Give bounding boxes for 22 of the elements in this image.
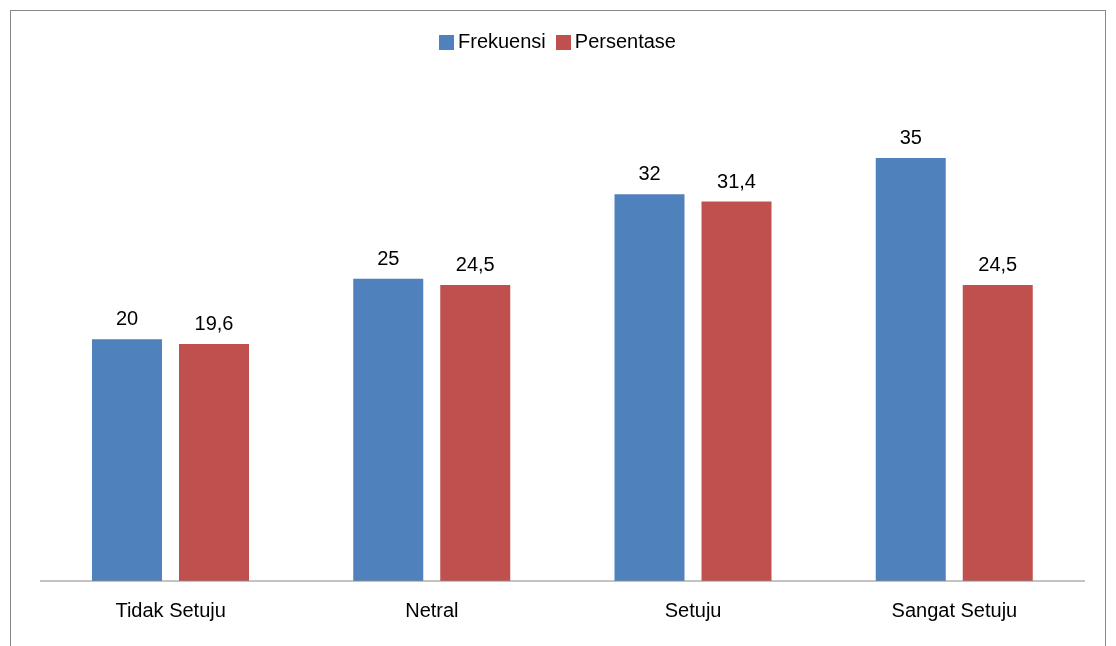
bar — [701, 201, 772, 581]
data-label: 24,5 — [455, 252, 495, 275]
data-label: 25 — [377, 246, 400, 269]
bar — [179, 344, 249, 581]
bar — [440, 284, 511, 581]
data-label: 32 — [638, 162, 661, 185]
x-tick-label: Netral — [405, 599, 459, 622]
data-label: 35 — [899, 126, 922, 148]
legend-label: Frekuensi — [458, 30, 546, 52]
bar — [614, 194, 685, 581]
bar — [875, 158, 946, 581]
legend-label: Persentase — [574, 30, 676, 52]
data-label: 24,5 — [978, 252, 1018, 275]
data-label: 31,4 — [717, 169, 756, 192]
x-tick-label: Sangat Setuju — [891, 599, 1018, 622]
x-tick-label: Tidak Setuju — [115, 599, 226, 622]
bar — [962, 284, 1033, 581]
bar — [92, 339, 162, 581]
bar — [353, 278, 424, 581]
data-label: 19,6 — [194, 312, 234, 335]
data-label: 20 — [115, 307, 139, 330]
x-tick-label: Setuju — [664, 599, 722, 622]
